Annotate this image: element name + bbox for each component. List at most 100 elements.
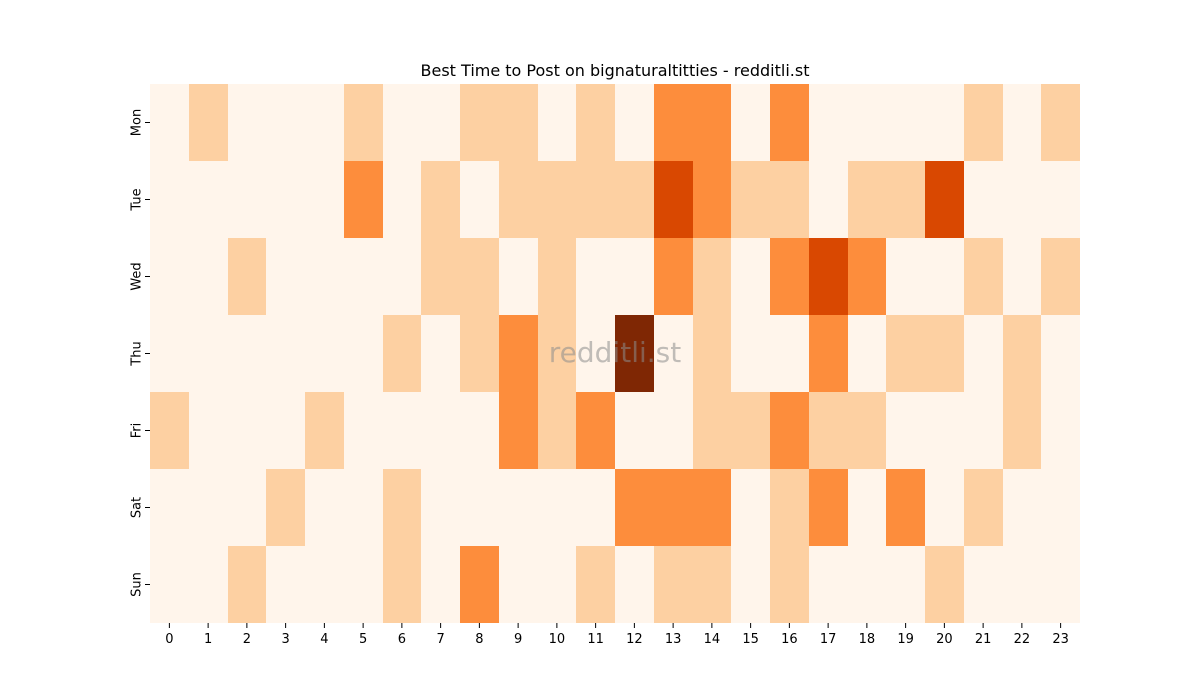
heatmap-cell — [383, 238, 421, 315]
heatmap-cell — [848, 84, 886, 161]
x-tick-label: 10 — [549, 632, 566, 647]
heatmap-cell — [150, 84, 189, 161]
heatmap-cell — [150, 238, 189, 315]
heatmap-cell — [1003, 238, 1041, 315]
x-tick-label: 21 — [975, 632, 992, 647]
heatmap-cell — [421, 84, 460, 161]
y-tick-label: Thu — [130, 341, 145, 366]
heatmap-cell — [383, 469, 421, 546]
heatmap-cell — [383, 315, 421, 392]
heatmap-cell — [693, 84, 731, 161]
heatmap-cell — [731, 161, 770, 238]
heatmap-cell — [1003, 84, 1041, 161]
heatmap-cell — [731, 392, 770, 469]
heatmap-cell — [1041, 238, 1080, 315]
heatmap-cell — [770, 469, 809, 546]
heatmap-cell — [150, 546, 189, 623]
heatmap-cell — [499, 315, 538, 392]
x-tick-label: 3 — [281, 632, 289, 647]
x-tick-label: 5 — [359, 632, 367, 647]
x-tick-label: 6 — [398, 632, 406, 647]
heatmap-cell — [693, 315, 731, 392]
heatmap-cell — [848, 315, 886, 392]
heatmap-cell — [576, 161, 615, 238]
heatmap-cell — [538, 315, 576, 392]
heatmap-cell — [576, 315, 615, 392]
heatmap-cell — [770, 392, 809, 469]
heatmap-cell — [809, 84, 848, 161]
heatmap-cell — [421, 469, 460, 546]
heatmap-cell — [189, 84, 228, 161]
heatmap-cell — [615, 238, 654, 315]
heatmap-cell — [1003, 315, 1041, 392]
heatmap-cell — [615, 84, 654, 161]
heatmap-cell — [1041, 161, 1080, 238]
heatmap-cell — [886, 238, 925, 315]
heatmap-cell — [383, 392, 421, 469]
y-tick-label: Tue — [130, 188, 145, 211]
heatmap-cell — [538, 546, 576, 623]
heatmap-cell — [770, 315, 809, 392]
x-tick-label: 18 — [859, 632, 876, 647]
heatmap-cell — [886, 315, 925, 392]
heatmap-cell — [344, 84, 383, 161]
heatmap-cell — [886, 392, 925, 469]
heatmap-cell — [460, 392, 499, 469]
heatmap-cell — [1003, 161, 1041, 238]
heatmap-cell — [266, 315, 305, 392]
heatmap-cell — [1003, 392, 1041, 469]
y-tick-label: Wed — [130, 262, 145, 290]
heatmap-cell — [266, 84, 305, 161]
heatmap-cell — [576, 84, 615, 161]
heatmap-cell — [538, 392, 576, 469]
heatmap-cell — [886, 469, 925, 546]
heatmap-cell — [731, 546, 770, 623]
heatmap-cell — [615, 546, 654, 623]
heatmap-cell — [654, 392, 693, 469]
heatmap-cell — [1003, 546, 1041, 623]
heatmap-cell — [848, 161, 886, 238]
heatmap-cell — [460, 315, 499, 392]
heatmap-cell — [305, 161, 344, 238]
heatmap-cell — [964, 161, 1003, 238]
heatmap-cell — [538, 84, 576, 161]
heatmap-cell — [1041, 315, 1080, 392]
heatmap-cell — [615, 161, 654, 238]
heatmap-cell — [925, 392, 964, 469]
heatmap-cell — [383, 161, 421, 238]
x-axis-ticks: 0 1 2 3 4 5 6 7 8 9 10 11 12 13 14 15 16 17 18 19 20 21 22 23 — [165, 623, 1069, 647]
x-tick-label: 8 — [475, 632, 483, 647]
y-tick-label: Mon — [130, 109, 145, 136]
heatmap-cell — [809, 546, 848, 623]
heatmap-cell — [576, 238, 615, 315]
heatmap-cell — [809, 238, 848, 315]
heatmap-cell — [770, 84, 809, 161]
heatmap-cell — [964, 315, 1003, 392]
x-tick-label: 15 — [742, 632, 759, 647]
heatmap-cell — [228, 84, 266, 161]
heatmap-cell — [538, 161, 576, 238]
heatmap-cell — [1041, 392, 1080, 469]
heatmap-cell — [654, 469, 693, 546]
heatmap-cell — [654, 84, 693, 161]
heatmap-cell — [693, 546, 731, 623]
heatmap-cell — [615, 315, 654, 392]
x-tick-label: 11 — [587, 632, 604, 647]
heatmap-cell — [925, 315, 964, 392]
heatmap-cell — [150, 161, 189, 238]
x-tick-label: 2 — [243, 632, 251, 647]
heatmap-cell — [266, 392, 305, 469]
heatmap-cell — [886, 161, 925, 238]
heatmap-cell — [460, 161, 499, 238]
heatmap-cell — [848, 392, 886, 469]
x-tick-label: 16 — [781, 632, 798, 647]
heatmap-cell — [460, 84, 499, 161]
heatmap-cell — [731, 469, 770, 546]
y-axis-ticks: Mon Tue Wed Thu Fri Sat Sun — [130, 109, 150, 597]
heatmap-cell — [925, 469, 964, 546]
heatmap-cell — [499, 469, 538, 546]
heatmap-cell — [1041, 546, 1080, 623]
heatmap-cell — [344, 546, 383, 623]
x-tick-label: 1 — [204, 632, 212, 647]
